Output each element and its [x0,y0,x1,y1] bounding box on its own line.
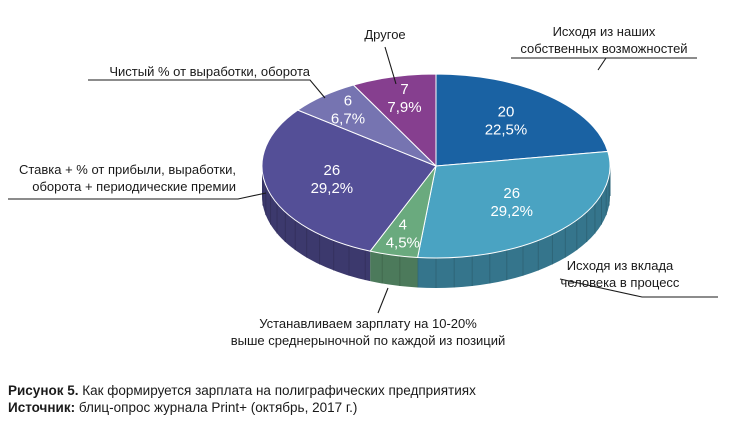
pie-side-walls [262,166,611,288]
slice-count-label: 26 [503,185,520,202]
callout-leader-line [384,46,397,85]
pie-chart-svg: 2022,5%2629,2%44,5%2629,2%66,7%77,9%Исхо… [8,24,718,348]
figure-title: Как формируется зарплата на полиграфичес… [78,383,476,398]
figure-caption: Рисунок 5. Как формируется зарплата на п… [8,382,476,399]
callout-leader-line [511,57,697,71]
slice-count-label: 4 [399,217,407,234]
category-label: Устанавливаем зарплату на 10-20% [259,316,477,331]
pie-slice-26 [261,109,437,252]
pie-slice-20 [435,73,609,167]
slice-count-label: 6 [344,92,352,109]
pie-side-wall [262,166,371,282]
category-label: Чистый % от выработки, оборота [109,64,310,79]
category-label: Исходя из вклада [567,258,674,273]
category-label: человека в процесс [561,275,680,290]
slice-count-label: 20 [498,104,515,121]
category-label: оборота + периодические премии [32,179,236,194]
callout-leader-line [377,287,389,314]
slice-percent-label: 7,9% [387,99,421,116]
category-label: собственных возможностей [520,41,687,56]
pie-category-labels: Исходя из наших собственных возможностей И… [8,24,718,348]
slice-count-label: 26 [324,162,341,179]
slice-percent-label: 22,5% [485,122,528,139]
callout-leader-line [559,278,718,298]
callout-leader-line [8,192,267,200]
slice-percent-label: 4,5% [386,235,420,252]
category-label: Ставка + % от прибыли, выработки, [19,162,236,177]
source-text: блиц-опрос журнала Print+ (октябрь, 2017… [75,400,358,415]
pie-chart: 20 22,5% 26 29,2% 4 4,5% 26 29,2% 6 6,7% 7 7,9% Исхо… [8,24,718,348]
category-label: выше среднерыночной по каждой из позиций [231,333,506,348]
slice-percent-label: 29,2% [311,180,354,197]
figure-label: Рисунок 5. [8,383,79,398]
source-label: Источник: [8,400,76,415]
slice-percent-label: 29,2% [490,203,533,220]
slice-count-label: 7 [400,81,408,98]
pie-slice-26 [417,150,611,259]
pie-side-wall [417,166,610,288]
category-label: Другое [364,27,405,42]
slice-percent-label: 6,7% [331,110,365,127]
callout-leader-line [88,79,326,99]
source-caption: Источник: блиц-опрос журнала Print+ (окт… [8,399,357,416]
category-label: Исходя из наших [553,24,656,39]
pie-slices [261,73,611,259]
